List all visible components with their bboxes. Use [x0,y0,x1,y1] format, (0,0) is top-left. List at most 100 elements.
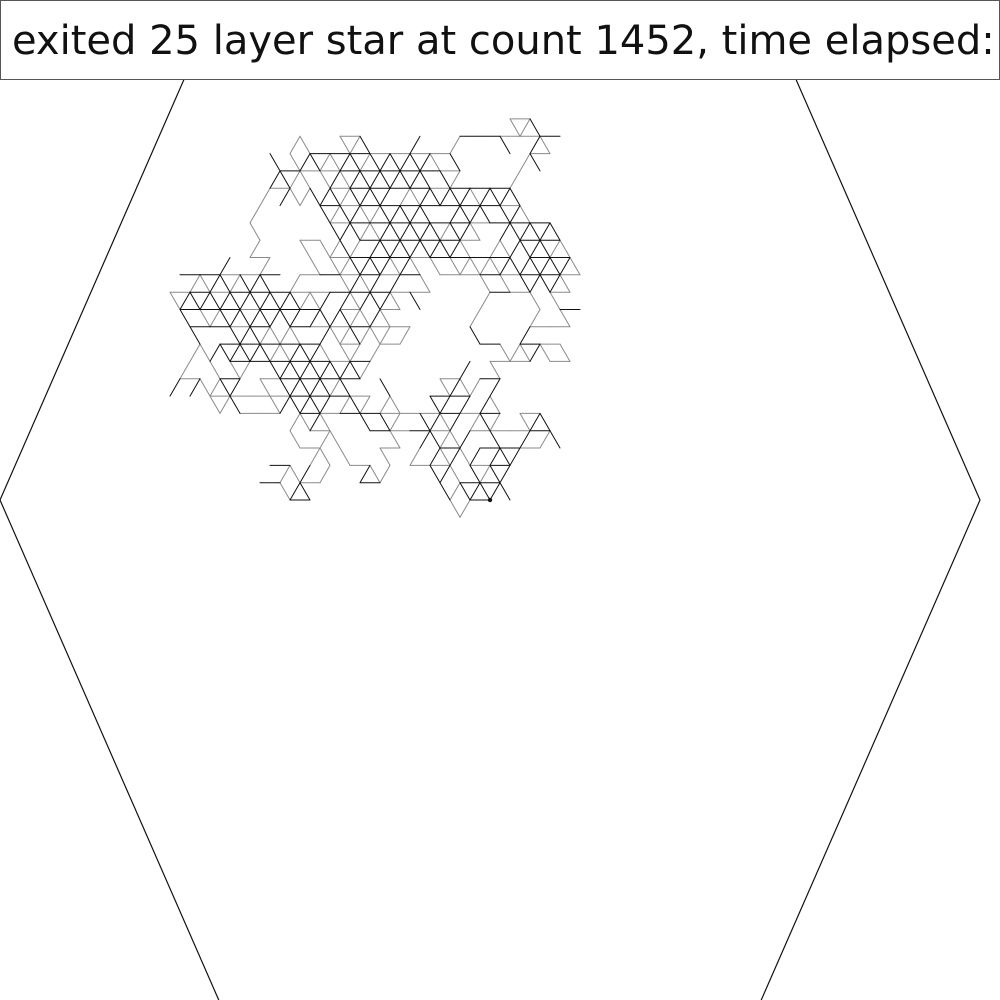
walk-edge [309,378,321,397]
walk-edge [479,395,491,414]
walk-edge [479,412,491,432]
walk-edge [489,239,501,258]
walk-edge [369,205,381,224]
walk-edge [229,395,241,414]
walk-edge [539,135,551,155]
status-message: exited 25 layer star at count 1452, time… [12,18,1000,64]
walk-edge [319,447,331,466]
walk-edge [539,239,551,258]
walk-edge [399,170,411,189]
walk-edge [279,291,291,310]
walk-edge [469,447,481,466]
walk-edge [419,239,431,258]
walk-edge [469,412,481,432]
walk-edge [499,464,511,484]
walk-edge [499,135,511,155]
walk-edge [449,170,461,189]
walk-edge [289,430,301,449]
walk-edge [449,257,461,276]
walk-edge [249,274,261,293]
walk-edge [539,412,551,432]
walk-edge [209,309,221,328]
walk-edge [389,222,401,241]
walk-edge [289,378,301,397]
walk-edge [549,222,561,241]
walk-edge [339,170,351,189]
walk-edge [559,309,571,328]
walk-edge [339,378,351,397]
walk-edge [449,447,461,466]
walk-edge [319,464,331,484]
walk-edge [529,222,541,241]
walk-edge [489,395,501,414]
walk-edge [229,274,241,293]
walk-edge [429,464,441,484]
walk-edge [179,291,191,310]
walk-edge [519,343,531,362]
walk-edge [379,395,391,414]
walk-edge [429,153,441,172]
walk-edge [379,153,391,172]
walk-edge [379,447,391,466]
walk-edge [519,222,531,241]
walk-edge [239,360,251,380]
walk-edge [389,153,401,172]
walk-edge [459,239,471,258]
walk-edge [469,378,481,397]
walk-edge [439,170,451,189]
walk-edge [419,412,431,432]
walk-edge [259,326,271,345]
walk-edge [349,205,361,224]
walk-edge [379,205,391,224]
walk-edge [379,222,391,241]
walk-edge [219,309,231,328]
walk-edge [519,274,531,293]
walk-edge [209,395,221,414]
walk-edge [349,239,361,258]
walk-edge [369,291,381,310]
walk-edge [279,482,291,501]
walk-edge [369,309,381,328]
walk-edge [259,309,271,328]
walk-edge [319,326,331,345]
walk-edge [469,222,481,241]
walk-edge [369,257,381,276]
walk-edge [519,257,531,276]
walk-edge [379,378,391,397]
walk-edge [329,205,341,224]
walk-edge [409,447,421,466]
walk-edge [299,187,311,207]
walk-edge [309,360,321,380]
walk-edge [279,170,291,189]
walk-edge [339,135,351,155]
walk-edge [329,360,341,380]
walk-edge [199,291,211,310]
walk-edge [169,291,181,310]
walk-edge [239,326,251,345]
walk-edge [209,274,221,293]
walk-edge [419,274,431,293]
walk-edge [209,378,221,397]
walk-edge [369,187,381,207]
walk-edge [499,239,511,258]
walk-edge [489,257,501,276]
walk-edge [349,274,361,293]
walk-edge [529,118,541,137]
walk-edge [319,395,331,414]
walk-edge [539,430,551,449]
walk-edge [359,395,371,414]
walk-edge [489,412,501,432]
walk-edge [389,205,401,224]
walk-edge [319,343,331,362]
walk-edge [309,447,321,466]
walk-edge [349,187,361,207]
walk-edge [339,205,351,224]
walk-edge [499,205,511,224]
walk-edge [539,274,551,293]
walk-edge [339,309,351,328]
walk-edge [429,395,441,414]
walk-edge [459,360,471,380]
walk-edge [249,291,261,310]
walk-edge [289,153,301,172]
walk-edge [339,187,351,207]
